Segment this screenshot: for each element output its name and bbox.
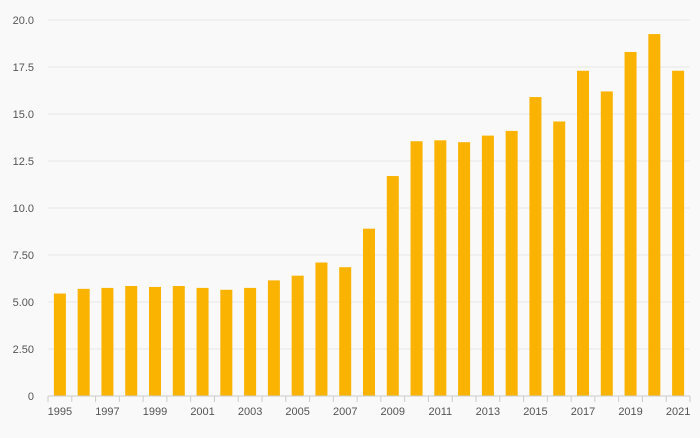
bar — [125, 286, 138, 396]
bar — [672, 70, 685, 396]
bar — [101, 287, 114, 396]
bar — [315, 262, 328, 396]
x-tick-label: 2011 — [429, 406, 453, 418]
bar — [553, 121, 566, 397]
bar — [172, 286, 185, 396]
bar — [220, 289, 233, 396]
x-tick-label: 1995 — [48, 406, 72, 418]
x-tick-label: 2005 — [285, 406, 309, 418]
y-tick-label: 5.00 — [13, 297, 34, 309]
y-tick-label: 12.5 — [13, 156, 34, 168]
bar — [458, 142, 471, 396]
y-tick-label: 0 — [28, 391, 34, 403]
y-tick-label: 10.0 — [13, 203, 34, 215]
y-tick-label: 2.50 — [13, 344, 34, 356]
x-tick-label: 2013 — [476, 406, 500, 418]
y-tick-label: 20.0 — [13, 15, 34, 27]
x-tick-label: 2015 — [523, 406, 547, 418]
x-tick-label: 2007 — [333, 406, 357, 418]
y-tick-label: 17.5 — [13, 62, 34, 74]
x-tick-label: 2017 — [571, 406, 595, 418]
bar — [600, 91, 613, 396]
x-tick-label: 2009 — [381, 406, 405, 418]
x-tick-label: 2003 — [238, 406, 262, 418]
x-tick-label: 2001 — [190, 406, 214, 418]
bar — [481, 135, 494, 396]
y-tick-label: 7.50 — [13, 250, 34, 262]
bar — [196, 287, 209, 396]
x-tick-label: 1999 — [143, 406, 167, 418]
y-tick-label: 15.0 — [13, 109, 34, 121]
bar — [529, 97, 542, 396]
bar — [363, 228, 375, 396]
bar — [410, 141, 423, 396]
bar — [386, 176, 399, 396]
bar — [434, 140, 447, 396]
bar — [577, 70, 589, 396]
bar — [624, 51, 637, 397]
bar — [244, 287, 257, 396]
bar — [648, 34, 661, 396]
x-tick-label: 1997 — [95, 406, 119, 418]
bar — [339, 267, 352, 396]
bar — [53, 293, 66, 396]
bar — [267, 280, 280, 396]
x-tick-label: 2021 — [666, 406, 690, 418]
x-tick-label: 2019 — [618, 406, 642, 418]
bar — [505, 130, 518, 397]
bar — [77, 288, 90, 396]
bar — [291, 275, 304, 396]
bar — [149, 286, 161, 396]
